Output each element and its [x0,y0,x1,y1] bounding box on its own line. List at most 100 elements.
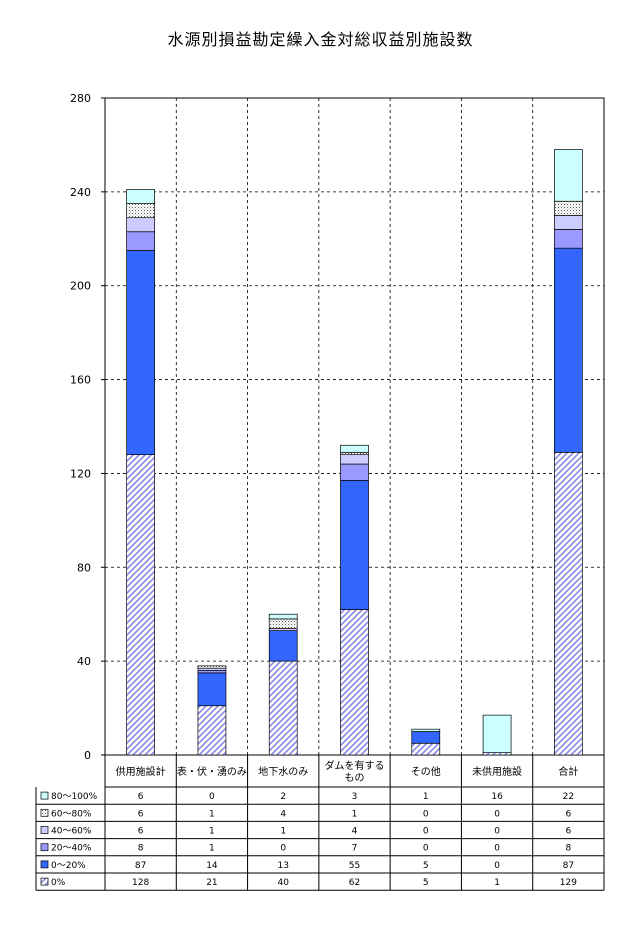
table-value: 8 [138,844,144,854]
bar-segment [411,742,441,756]
category-label: その他 [411,765,441,778]
legend-label: 20～40% [51,844,92,854]
bar-segment [197,667,227,671]
bar-segment [340,463,369,481]
y-tick-label: 280 [70,92,91,105]
bar-segment [268,618,298,629]
table-value: 0 [494,861,500,871]
bar-segment [554,229,583,249]
table-value: 1 [209,844,215,854]
bar-segment [340,480,369,610]
category-label: 地下水のみ [258,765,308,778]
bar-segment [126,217,155,233]
category-label: ダムを有する [325,759,385,772]
y-tick-label: 80 [77,561,91,574]
bar-segment [554,214,583,230]
y-tick-label: 160 [70,374,91,387]
legend-key [40,826,49,834]
table-value: 128 [132,878,149,888]
table-value: 55 [349,861,360,871]
table-value: 21 [206,878,217,888]
table-value: 4 [352,827,358,837]
y-tick-label: 0 [84,749,91,762]
bar-segment [126,189,155,204]
legend-label: 0～20% [51,861,86,871]
bar-segment [268,613,298,620]
bar-segment [482,714,512,754]
bars [126,149,583,756]
category-label: 供用施設計 [116,765,166,778]
table-value: 0 [494,827,500,837]
bar-segment [197,705,227,756]
category-label: 表・伏・湧のみ [177,765,247,778]
table-value: 4 [280,809,286,819]
table-value: 7 [352,844,358,854]
legend-key [40,877,49,886]
bar-segment [340,609,369,756]
legend-key [40,843,49,852]
bar-segment [197,672,227,707]
table-value: 3 [352,792,358,802]
y-tick-label: 240 [70,186,91,199]
table-value: 16 [491,792,503,802]
category-label: もの [345,772,365,784]
table-value: 40 [277,878,289,888]
bar-segment [411,728,441,732]
table-value: 6 [565,827,571,837]
bar-segment [126,203,155,219]
legend-label: 40～60% [51,827,92,837]
table-value: 6 [138,809,144,819]
table-value: 1 [280,827,286,837]
table-value: 22 [563,792,574,802]
legend-label: 80～100% [51,792,98,802]
bar-segment [340,444,369,453]
legend-key [40,791,49,800]
chart-title: 水源別損益勘定繰入金対総収益別施設数 [167,30,474,49]
table-value: 0 [423,844,429,854]
table-value: 0 [280,844,286,854]
bar-segment [268,660,298,756]
table-value: 1 [209,809,215,819]
table-value: 87 [135,861,146,871]
legend-label: 0% [51,878,66,888]
table-value: 129 [560,878,577,888]
table-value: 1 [423,792,429,802]
table-value: 0 [209,792,215,802]
table-value: 6 [138,827,144,837]
y-tick-label: 40 [77,655,91,668]
category-label: 合計 [558,765,578,778]
grid [104,97,605,756]
y-tick-label: 200 [70,280,91,293]
table-value: 6 [565,809,571,819]
table-value: 0 [423,827,429,837]
table-value: 5 [423,878,429,888]
table-value: 87 [563,861,574,871]
legend-key [40,860,49,869]
table-value: 8 [565,844,571,854]
table-value: 0 [423,809,429,819]
table-value: 6 [138,792,144,802]
table-value: 62 [349,878,360,888]
legend-label: 60～80% [51,809,92,819]
bar-segment [340,451,369,456]
bar-segment [197,670,227,674]
table-value: 5 [423,861,429,871]
bar-segment [411,731,441,744]
bar-segment [268,630,298,662]
legend-key [40,808,49,817]
table-value: 1 [494,878,500,888]
bar-segment [197,665,227,669]
table-value: 2 [280,792,286,802]
bar-segment [268,627,298,631]
bar-segment [340,454,369,465]
table-value: 14 [206,861,218,871]
table-value: 0 [494,844,500,854]
y-tick-label: 120 [70,467,91,480]
bar-segment [554,149,583,202]
bar-segment [554,247,583,453]
bar-segment [554,200,583,216]
table-value: 1 [209,827,215,837]
bar-segment [482,752,512,756]
category-label: 未供用施設 [472,765,522,778]
